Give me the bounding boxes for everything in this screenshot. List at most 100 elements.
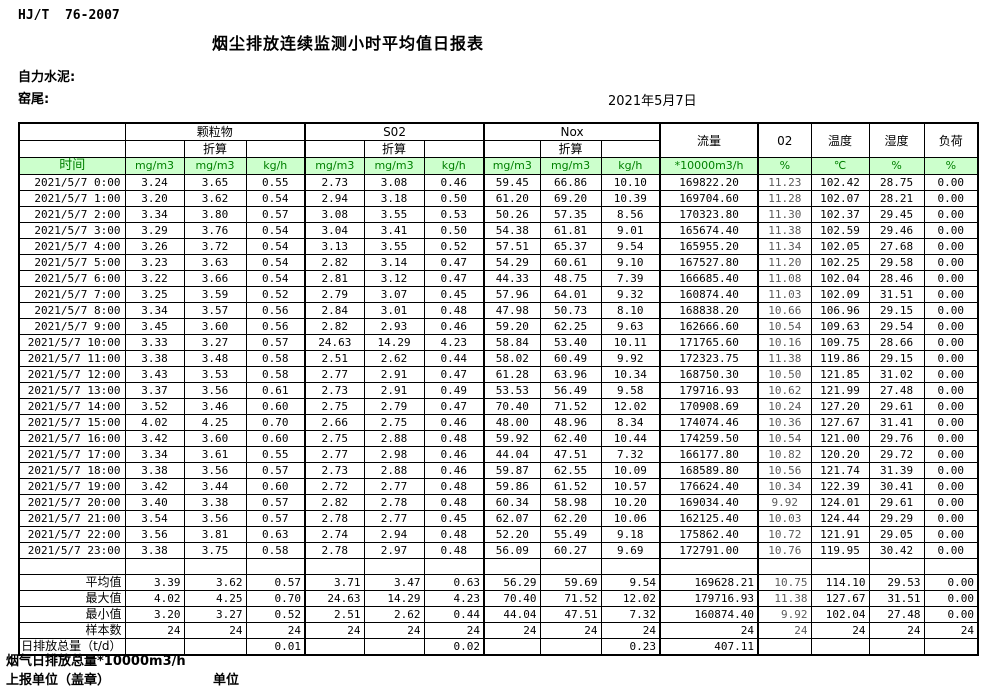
value-cell: 102.04 <box>810 270 870 287</box>
table-row: 2021/5/7 0:00 3.24 3.65 0.55 2.73 3.08 0.46 59.… <box>18 174 979 191</box>
table-row: 时间 mg/m3 mg/m3 kg/h mg/m3 mg/m3 kg/h mg/m3 mg/m3… <box>18 157 979 175</box>
time-cell: 2021/5/7 23:00 <box>18 542 126 559</box>
value-cell: 31.02 <box>868 366 925 383</box>
value-cell: 2.51 <box>304 350 365 367</box>
value-cell: 28.21 <box>868 190 925 207</box>
value-cell: 168589.80 <box>659 462 760 479</box>
empty-cell <box>183 558 247 575</box>
value-cell: 162125.40 <box>659 510 760 527</box>
empty-cell <box>810 558 870 575</box>
location-label: 窑尾: <box>18 92 50 107</box>
value-cell: 3.45 <box>124 318 185 335</box>
value-cell: 124.01 <box>810 494 870 511</box>
value-cell: 0.47 <box>423 366 486 383</box>
table-row: 2021/5/7 19:00 3.42 3.44 0.60 2.72 2.77 0.48 59… <box>18 478 979 495</box>
value-cell: 54.38 <box>483 222 541 239</box>
value-cell: 0.00 <box>923 206 979 223</box>
time-column-header: 时间 <box>18 157 126 175</box>
value-cell: 174074.46 <box>659 414 760 431</box>
unit-header: mg/m3 <box>539 157 602 175</box>
value-cell: 3.56 <box>183 462 247 479</box>
summary-value-cell: 3.62 <box>183 574 247 591</box>
value-cell: 3.55 <box>363 206 425 223</box>
value-cell: 29.54 <box>868 318 925 335</box>
value-cell: 0.52 <box>245 286 307 303</box>
value-cell: 55.49 <box>539 526 602 543</box>
value-cell: 9.10 <box>600 254 662 271</box>
table-row: 2021/5/7 2:00 3.34 3.80 0.57 3.08 3.55 0.53 50.… <box>18 206 979 223</box>
value-cell: 58.98 <box>539 494 602 511</box>
value-cell: 47.51 <box>539 446 602 463</box>
value-cell: 8.34 <box>600 414 662 431</box>
value-cell: 10.34 <box>600 366 662 383</box>
empty-cell <box>245 558 307 575</box>
value-cell: 102.59 <box>810 222 870 239</box>
value-cell: 0.50 <box>423 222 486 239</box>
value-cell: 2.77 <box>363 510 425 527</box>
value-cell: 62.55 <box>539 462 602 479</box>
value-cell: 9.54 <box>600 238 662 255</box>
value-cell: 0.46 <box>423 446 486 463</box>
value-cell: 175862.40 <box>659 526 760 543</box>
value-cell: 2.75 <box>304 398 365 415</box>
summary-value-cell <box>304 638 365 656</box>
value-cell: 2.75 <box>304 430 365 447</box>
summary-value-cell: 24.63 <box>304 590 365 607</box>
value-cell: 44.33 <box>483 270 541 287</box>
value-cell: 11.28 <box>757 190 812 207</box>
value-cell: 71.52 <box>539 398 602 415</box>
time-cell: 2021/5/7 20:00 <box>18 494 126 511</box>
empty-cell <box>923 558 979 575</box>
value-cell: 60.34 <box>483 494 541 511</box>
summary-value-cell: 24 <box>600 622 662 639</box>
value-cell: 2.78 <box>304 542 365 559</box>
summary-value-cell <box>363 638 425 656</box>
column-header: 温度 <box>810 122 870 158</box>
value-cell: 0.00 <box>923 446 979 463</box>
value-cell: 29.15 <box>868 302 925 319</box>
value-cell: 0.47 <box>423 398 486 415</box>
table-row: 颗粒物 S02 Nox 流量 02 温度 湿度 负荷 <box>18 122 979 158</box>
table-row: 2021/5/7 5:00 3.23 3.63 0.54 2.82 3.14 0.47 54.… <box>18 254 979 271</box>
value-cell: 3.27 <box>183 334 247 351</box>
value-cell: 166177.80 <box>659 446 760 463</box>
summary-label: 日排放总量（t/d） <box>18 638 126 656</box>
value-cell: 48.00 <box>483 414 541 431</box>
table-row <box>18 558 979 575</box>
value-cell: 10.16 <box>757 334 812 351</box>
column-header: 负荷 <box>923 122 979 158</box>
summary-value-cell: 0.00 <box>923 590 979 607</box>
value-cell: 2.94 <box>363 526 425 543</box>
table-row: 2021/5/7 14:00 3.52 3.46 0.60 2.75 2.79 0.47 70… <box>18 398 979 415</box>
value-cell: 10.72 <box>757 526 812 543</box>
value-cell: 7.32 <box>600 446 662 463</box>
value-cell: 10.06 <box>600 510 662 527</box>
unit-header: kg/h <box>245 157 307 175</box>
value-cell: 3.56 <box>183 510 247 527</box>
value-cell: 29.72 <box>868 446 925 463</box>
summary-value-cell: 0.01 <box>245 638 307 656</box>
summary-value-cell: 2.62 <box>363 606 425 623</box>
summary-value-cell <box>539 638 602 656</box>
value-cell: 3.34 <box>124 206 185 223</box>
value-cell: 10.34 <box>757 478 812 495</box>
empty-cell <box>423 558 486 575</box>
value-cell: 29.05 <box>868 526 925 543</box>
value-cell: 9.01 <box>600 222 662 239</box>
value-cell: 30.41 <box>868 478 925 495</box>
value-cell: 0.00 <box>923 286 979 303</box>
value-cell: 47.98 <box>483 302 541 319</box>
value-cell: 69.20 <box>539 190 602 207</box>
value-cell: 2.98 <box>363 446 425 463</box>
value-cell: 0.49 <box>423 382 486 399</box>
value-cell: 0.55 <box>245 446 307 463</box>
time-cell: 2021/5/7 22:00 <box>18 526 126 543</box>
value-cell: 0.00 <box>923 350 979 367</box>
summary-value-cell: 169628.21 <box>659 574 760 591</box>
summary-value-cell: 3.71 <box>304 574 365 591</box>
empty-cell <box>659 558 760 575</box>
value-cell: 11.23 <box>757 174 812 191</box>
value-cell: 3.56 <box>124 526 185 543</box>
summary-value-cell: 24 <box>483 622 541 639</box>
value-cell: 29.76 <box>868 430 925 447</box>
